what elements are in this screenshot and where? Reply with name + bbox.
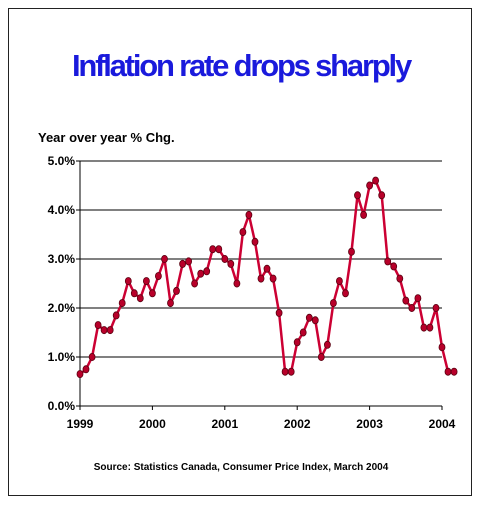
data-point bbox=[281, 367, 289, 376]
data-point bbox=[100, 326, 108, 335]
data-point bbox=[239, 228, 247, 237]
data-point bbox=[354, 191, 361, 200]
data-point bbox=[432, 303, 440, 312]
data-point bbox=[438, 343, 446, 352]
data-point bbox=[444, 367, 452, 376]
data-point bbox=[384, 257, 392, 266]
x-tick-label: 2002 bbox=[284, 417, 311, 431]
data-point bbox=[317, 352, 325, 361]
data-point bbox=[130, 289, 138, 298]
data-point bbox=[154, 272, 162, 281]
data-point bbox=[287, 367, 295, 376]
data-point bbox=[299, 328, 307, 337]
x-tick-label: 1999 bbox=[67, 417, 94, 431]
data-point bbox=[221, 254, 229, 263]
y-tick-label: 3.0% bbox=[48, 252, 76, 266]
data-point bbox=[305, 313, 313, 322]
data-point bbox=[76, 370, 84, 379]
gridlines bbox=[80, 160, 442, 358]
y-tick-label: 4.0% bbox=[48, 203, 76, 217]
y-axis-label: Year over year % Chg. bbox=[38, 130, 175, 145]
axes bbox=[76, 160, 443, 410]
y-tick-label: 2.0% bbox=[48, 301, 76, 315]
data-point bbox=[329, 299, 337, 308]
data-point bbox=[372, 176, 380, 185]
data-point bbox=[112, 311, 120, 320]
chart-title: Inflation rate drops sharply bbox=[71, 48, 412, 83]
data-point bbox=[402, 296, 410, 305]
data-point bbox=[263, 264, 271, 273]
data-point bbox=[450, 367, 458, 376]
data-point bbox=[209, 245, 217, 254]
data-point bbox=[335, 277, 343, 286]
data-point bbox=[167, 299, 174, 308]
data-point bbox=[390, 262, 398, 271]
data-point bbox=[378, 191, 386, 200]
data-point bbox=[118, 299, 126, 308]
data-point bbox=[191, 279, 199, 288]
data-point bbox=[293, 338, 301, 347]
data-point bbox=[396, 274, 404, 283]
data-point bbox=[311, 316, 319, 325]
data-point bbox=[136, 294, 144, 303]
data-point bbox=[88, 352, 96, 361]
series-group bbox=[76, 176, 458, 379]
x-tick-label: 2003 bbox=[356, 417, 383, 431]
data-point bbox=[257, 274, 265, 283]
data-point bbox=[148, 289, 156, 298]
x-tick-label: 2004 bbox=[429, 417, 456, 431]
data-point bbox=[185, 257, 193, 266]
data-point bbox=[426, 323, 434, 332]
y-tick-label: 1.0% bbox=[48, 350, 76, 364]
data-point bbox=[360, 210, 368, 219]
data-point bbox=[197, 269, 205, 278]
y-tick-label: 0.0% bbox=[48, 399, 76, 413]
data-point bbox=[203, 267, 211, 276]
data-point bbox=[342, 289, 349, 298]
data-point bbox=[408, 303, 416, 312]
data-point bbox=[366, 181, 374, 190]
x-tick-label: 2000 bbox=[139, 417, 166, 431]
data-point bbox=[82, 365, 90, 374]
data-point bbox=[245, 210, 253, 219]
data-point bbox=[94, 321, 102, 330]
data-point bbox=[124, 277, 132, 286]
data-point bbox=[161, 254, 168, 263]
data-point bbox=[348, 247, 355, 256]
data-point bbox=[173, 286, 180, 295]
data-point bbox=[323, 340, 331, 349]
y-tick-labels: 0.0% 1.0% 2.0% 3.0% 4.0% 5.0% bbox=[48, 154, 76, 413]
source-note: Source: Statistics Canada, Consumer Pric… bbox=[93, 462, 389, 473]
data-point bbox=[106, 326, 114, 335]
x-tick-labels: 1999 2000 2001 2002 2003 2004 bbox=[67, 417, 456, 431]
data-point bbox=[142, 277, 150, 286]
data-point bbox=[233, 279, 241, 288]
data-point bbox=[215, 245, 223, 254]
data-point bbox=[251, 237, 259, 246]
data-point bbox=[227, 259, 235, 268]
x-tick-label: 2001 bbox=[211, 417, 238, 431]
data-point bbox=[275, 308, 283, 317]
data-point bbox=[269, 274, 277, 283]
data-point bbox=[179, 259, 187, 268]
data-point bbox=[420, 323, 428, 332]
data-point bbox=[414, 294, 422, 303]
y-tick-label: 5.0% bbox=[48, 154, 76, 168]
